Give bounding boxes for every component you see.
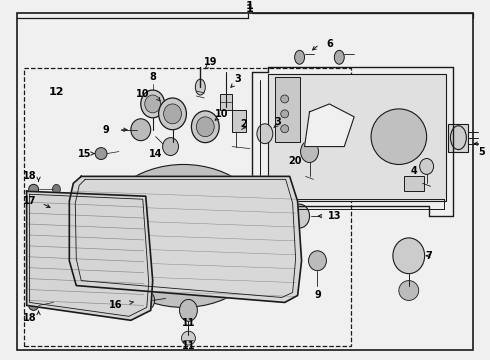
Text: 5: 5 (478, 147, 485, 157)
Ellipse shape (145, 95, 161, 113)
Ellipse shape (300, 141, 318, 162)
Text: 14: 14 (149, 149, 162, 158)
Ellipse shape (371, 109, 427, 165)
Text: 10: 10 (136, 89, 149, 99)
Text: 9: 9 (314, 291, 321, 301)
Text: 1: 1 (246, 1, 254, 11)
Ellipse shape (163, 138, 178, 156)
Text: 16: 16 (109, 300, 122, 310)
Text: 7: 7 (425, 251, 432, 261)
Ellipse shape (290, 204, 310, 228)
Ellipse shape (450, 126, 466, 150)
Ellipse shape (192, 111, 219, 143)
Ellipse shape (134, 189, 233, 269)
Ellipse shape (294, 50, 305, 64)
Ellipse shape (28, 184, 39, 194)
Text: 17: 17 (23, 196, 36, 206)
Ellipse shape (196, 117, 214, 137)
Text: 2: 2 (241, 119, 247, 129)
Text: 8: 8 (149, 72, 156, 82)
Ellipse shape (393, 238, 425, 274)
Text: 3: 3 (235, 74, 242, 84)
Ellipse shape (281, 110, 289, 118)
Text: 6: 6 (326, 39, 333, 49)
Ellipse shape (181, 331, 196, 345)
Ellipse shape (164, 104, 181, 124)
Ellipse shape (52, 297, 60, 306)
Bar (448, 124, 468, 152)
Ellipse shape (179, 300, 197, 321)
Ellipse shape (159, 98, 186, 130)
Ellipse shape (95, 148, 107, 159)
Ellipse shape (196, 79, 205, 95)
Text: 19: 19 (203, 57, 217, 67)
Ellipse shape (399, 280, 418, 301)
Text: 4: 4 (410, 166, 417, 176)
Text: 18: 18 (23, 313, 36, 323)
Text: 18: 18 (23, 171, 36, 181)
Text: 3: 3 (274, 117, 281, 127)
Bar (220, 94, 232, 110)
Text: 10: 10 (216, 109, 229, 119)
Ellipse shape (52, 184, 60, 194)
Ellipse shape (281, 125, 289, 133)
Polygon shape (305, 104, 354, 147)
Text: 11: 11 (182, 341, 195, 351)
Ellipse shape (419, 158, 434, 174)
Ellipse shape (141, 90, 165, 118)
Polygon shape (69, 176, 301, 302)
Text: 11: 11 (182, 318, 195, 328)
Text: 15: 15 (77, 149, 91, 158)
Ellipse shape (96, 165, 271, 307)
Bar (404, 176, 424, 191)
Text: 20: 20 (288, 157, 301, 166)
Text: 12: 12 (49, 87, 64, 97)
Bar (24, 68, 351, 346)
Ellipse shape (281, 95, 289, 103)
Text: 13: 13 (328, 211, 341, 221)
Ellipse shape (334, 50, 344, 64)
Bar (268, 74, 446, 201)
Ellipse shape (309, 251, 326, 271)
Polygon shape (26, 191, 153, 320)
Text: 1: 1 (246, 4, 254, 14)
Ellipse shape (137, 291, 155, 310)
Ellipse shape (257, 124, 273, 144)
Bar (275, 77, 299, 141)
Ellipse shape (28, 301, 39, 310)
Bar (232, 110, 246, 132)
Text: 9: 9 (103, 125, 109, 135)
Ellipse shape (131, 119, 151, 141)
